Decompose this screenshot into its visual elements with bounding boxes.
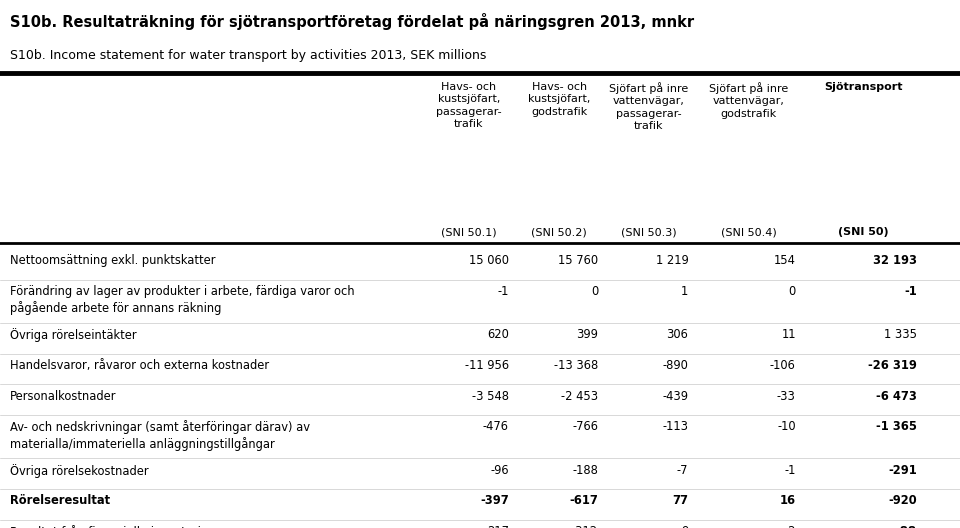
Text: -11 956: -11 956 (465, 359, 509, 372)
Text: 32 193: 32 193 (873, 254, 917, 268)
Text: 9: 9 (681, 525, 688, 528)
Text: Sjöfart på inre
vattenvägar,
passagerar-
trafik: Sjöfart på inre vattenvägar, passagerar-… (610, 82, 688, 131)
Text: 77: 77 (672, 494, 688, 507)
Text: Resultat från finansiella investeringar: Resultat från finansiella investeringar (10, 525, 227, 528)
Text: Förändring av lager av produkter i arbete, färdiga varor och
pågående arbete för: Förändring av lager av produkter i arbet… (10, 285, 354, 315)
Text: Sjötransport: Sjötransport (824, 82, 902, 92)
Text: -33: -33 (777, 390, 796, 403)
Text: -6 473: -6 473 (876, 390, 917, 403)
Text: 15 760: 15 760 (558, 254, 598, 268)
Text: (SNI 50.1): (SNI 50.1) (442, 227, 496, 237)
Text: -397: -397 (480, 494, 509, 507)
Text: -88: -88 (896, 525, 917, 528)
Text: 399: 399 (576, 328, 598, 342)
Text: Av- och nedskrivningar (samt återföringar därav) av
materialla/immateriella anlä: Av- och nedskrivningar (samt återföringa… (10, 420, 309, 451)
Text: -1: -1 (784, 464, 796, 477)
Text: -13 368: -13 368 (554, 359, 598, 372)
Text: -1: -1 (497, 285, 509, 298)
Text: Nettoomsättning exkl. punktskatter: Nettoomsättning exkl. punktskatter (10, 254, 215, 268)
Text: Sjöfart på inre
vattenvägar,
godstrafik: Sjöfart på inre vattenvägar, godstrafik (709, 82, 788, 119)
Text: Rörelseresultat: Rörelseresultat (10, 494, 109, 507)
Text: (SNI 50.2): (SNI 50.2) (531, 227, 588, 237)
Text: Havs- och
kustsjöfart,
passagerar-
trafik: Havs- och kustsjöfart, passagerar- trafi… (436, 82, 502, 129)
Text: Personalkostnader: Personalkostnader (10, 390, 116, 403)
Text: (SNI 50.3): (SNI 50.3) (621, 227, 677, 237)
Text: 1 219: 1 219 (656, 254, 688, 268)
Text: Övriga rörelseintäkter: Övriga rörelseintäkter (10, 328, 136, 342)
Text: S10b. Income statement for water transport by activities 2013, SEK millions: S10b. Income statement for water transpo… (10, 49, 486, 62)
Text: -476: -476 (483, 420, 509, 433)
Text: -920: -920 (888, 494, 917, 507)
Text: -26 319: -26 319 (868, 359, 917, 372)
Text: Övriga rörelsekostnader: Övriga rörelsekostnader (10, 464, 148, 477)
Text: -312: -312 (572, 525, 598, 528)
Text: 620: 620 (487, 328, 509, 342)
Text: Havs- och
kustsjöfart,
godstrafik: Havs- och kustsjöfart, godstrafik (528, 82, 590, 117)
Text: -890: -890 (662, 359, 688, 372)
Text: -2: -2 (784, 525, 796, 528)
Text: -617: -617 (569, 494, 598, 507)
Text: 217: 217 (487, 525, 509, 528)
Text: -106: -106 (770, 359, 796, 372)
Text: -7: -7 (677, 464, 688, 477)
Text: -2 453: -2 453 (561, 390, 598, 403)
Text: 306: 306 (666, 328, 688, 342)
Text: Handelsvaror, råvaror och externa kostnader: Handelsvaror, råvaror och externa kostna… (10, 359, 269, 372)
Text: -1 365: -1 365 (876, 420, 917, 433)
Text: -1: -1 (904, 285, 917, 298)
Text: 0: 0 (590, 285, 598, 298)
Text: -766: -766 (572, 420, 598, 433)
Text: 154: 154 (774, 254, 796, 268)
Text: -291: -291 (888, 464, 917, 477)
Text: 16: 16 (780, 494, 796, 507)
Text: -113: -113 (662, 420, 688, 433)
Text: -96: -96 (491, 464, 509, 477)
Text: 1 335: 1 335 (884, 328, 917, 342)
Text: 15 060: 15 060 (468, 254, 509, 268)
Text: -3 548: -3 548 (471, 390, 509, 403)
Text: S10b. Resultaträkning för sjötransportföretag fördelat på näringsgren 2013, mnkr: S10b. Resultaträkning för sjötransportfö… (10, 13, 694, 30)
Text: -439: -439 (662, 390, 688, 403)
Text: -10: -10 (778, 420, 796, 433)
Text: 11: 11 (781, 328, 796, 342)
Text: (SNI 50): (SNI 50) (838, 227, 888, 237)
Text: 1: 1 (681, 285, 688, 298)
Text: (SNI 50.4): (SNI 50.4) (721, 227, 777, 237)
Text: 0: 0 (788, 285, 796, 298)
Text: -188: -188 (572, 464, 598, 477)
